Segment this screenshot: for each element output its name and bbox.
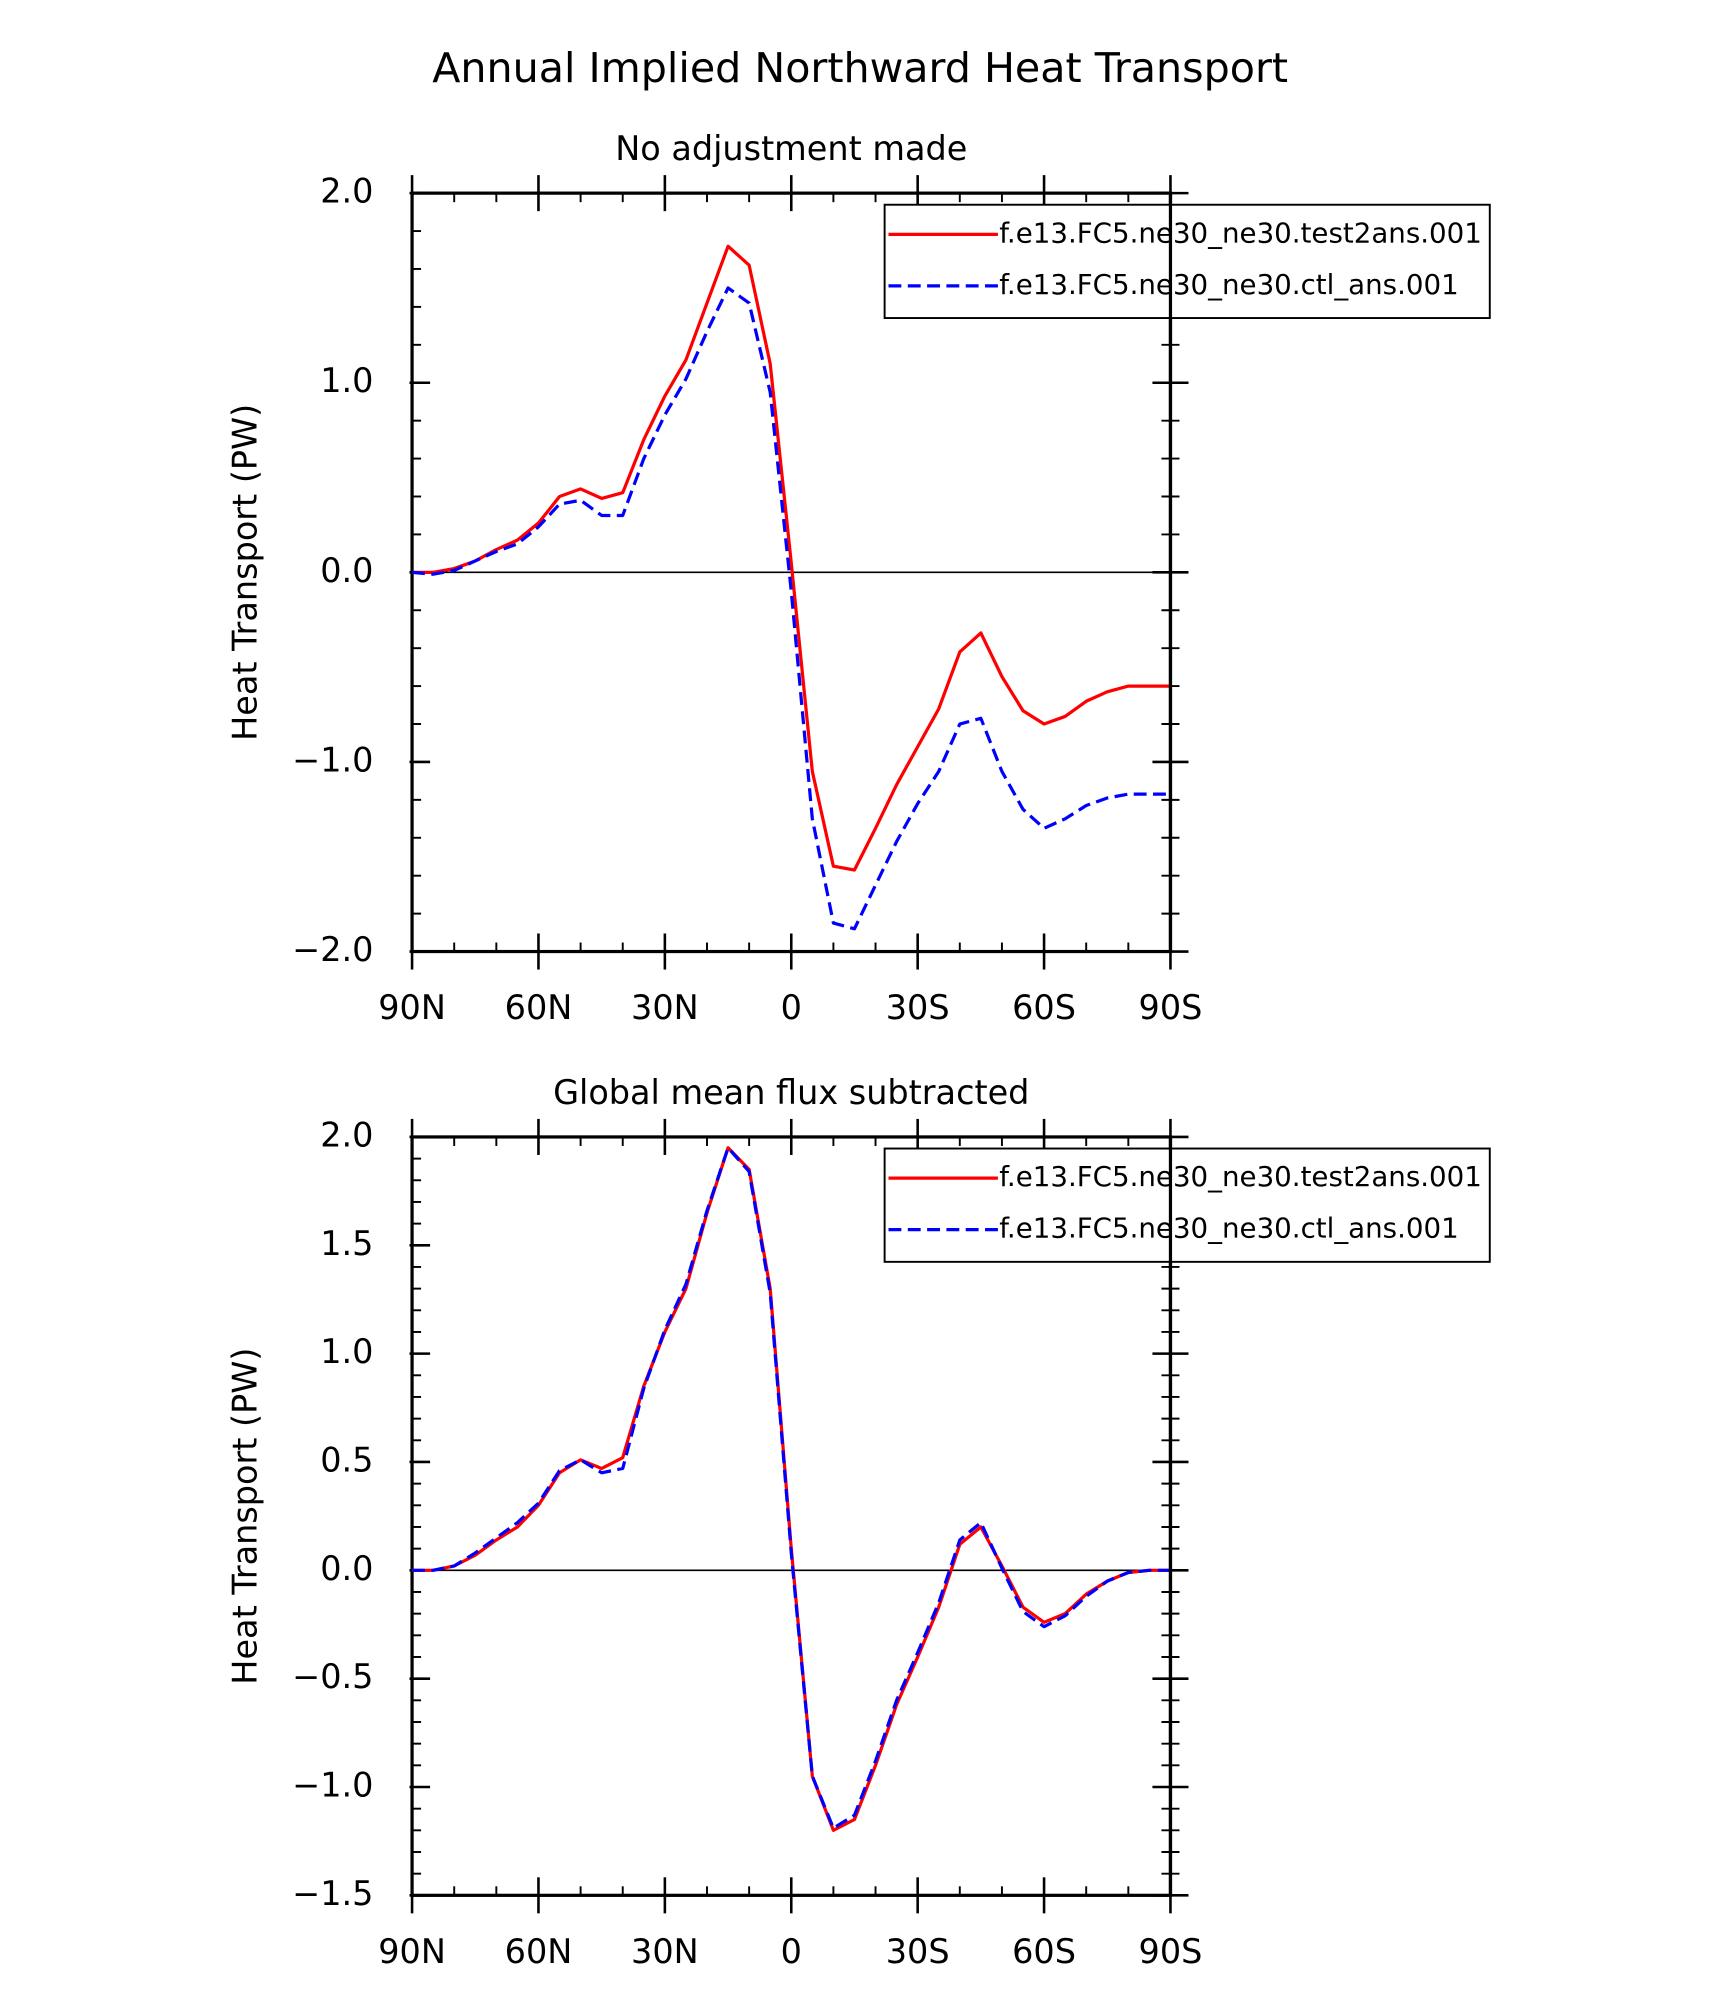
y-tick-label: −1.5 xyxy=(292,1874,373,1913)
chart: No adjustment made Heat Transport (PW) −2.… xyxy=(226,129,1491,1027)
x-tick-label: 0 xyxy=(781,988,802,1027)
x-tick-label: 90N xyxy=(378,1932,446,1971)
x-tick-label: 30N xyxy=(631,988,699,1027)
y-axis-label: Heat Transport (PW) xyxy=(226,404,265,741)
series-line xyxy=(412,1146,1171,1830)
legend-label: f.e13.FC5.ne30_ne30.ctl_ans.001 xyxy=(999,268,1459,301)
x-tick-label: 30S xyxy=(886,988,950,1027)
x-tick-label: 30S xyxy=(886,1932,950,1971)
x-tick-label: 60S xyxy=(1012,1932,1076,1971)
y-tick-label: 2.0 xyxy=(320,172,373,211)
y-tick-label: −1.0 xyxy=(292,1765,373,1804)
legend-label: f.e13.FC5.ne30_ne30.test2ans.001 xyxy=(999,1160,1482,1193)
series-line xyxy=(412,244,1171,872)
x-tick-label: 0 xyxy=(781,1932,802,1971)
chart-title: No adjustment made xyxy=(615,129,967,168)
chart-title: Global mean flux subtracted xyxy=(553,1073,1029,1112)
x-tick-label: 30N xyxy=(631,1932,699,1971)
y-tick-label: 1.5 xyxy=(320,1224,373,1263)
legend-box xyxy=(883,203,1491,320)
y-tick-label: 0.5 xyxy=(320,1440,373,1479)
y-tick-label: 1.0 xyxy=(320,361,373,400)
y-tick-label: −2.0 xyxy=(292,930,373,969)
x-tick-label: 90S xyxy=(1139,988,1203,1027)
y-tick-label: 0.0 xyxy=(320,1549,373,1588)
legend-label: f.e13.FC5.ne30_ne30.ctl_ans.001 xyxy=(999,1212,1459,1245)
legend-box xyxy=(883,1147,1491,1263)
x-tick-label: 60N xyxy=(505,1932,573,1971)
series-line xyxy=(411,286,1171,931)
x-tick-label: 90S xyxy=(1139,1932,1203,1971)
x-tick-label: 90N xyxy=(378,988,446,1027)
y-tick-label: 0.0 xyxy=(320,551,373,590)
y-tick-label: −1.0 xyxy=(292,740,373,779)
figure-title: Annual Implied Northward Heat Transport xyxy=(432,44,1288,92)
y-tick-label: 2.0 xyxy=(320,1115,373,1154)
chart: Global mean flux subtracted Heat Transpor… xyxy=(226,1073,1491,1971)
x-tick-label: 60N xyxy=(505,988,573,1027)
x-tick-label: 60S xyxy=(1012,988,1076,1027)
y-axis-label: Heat Transport (PW) xyxy=(226,1348,265,1685)
y-tick-label: 1.0 xyxy=(320,1332,373,1371)
legend-label: f.e13.FC5.ne30_ne30.test2ans.001 xyxy=(999,216,1482,249)
y-tick-label: −0.5 xyxy=(292,1657,373,1696)
